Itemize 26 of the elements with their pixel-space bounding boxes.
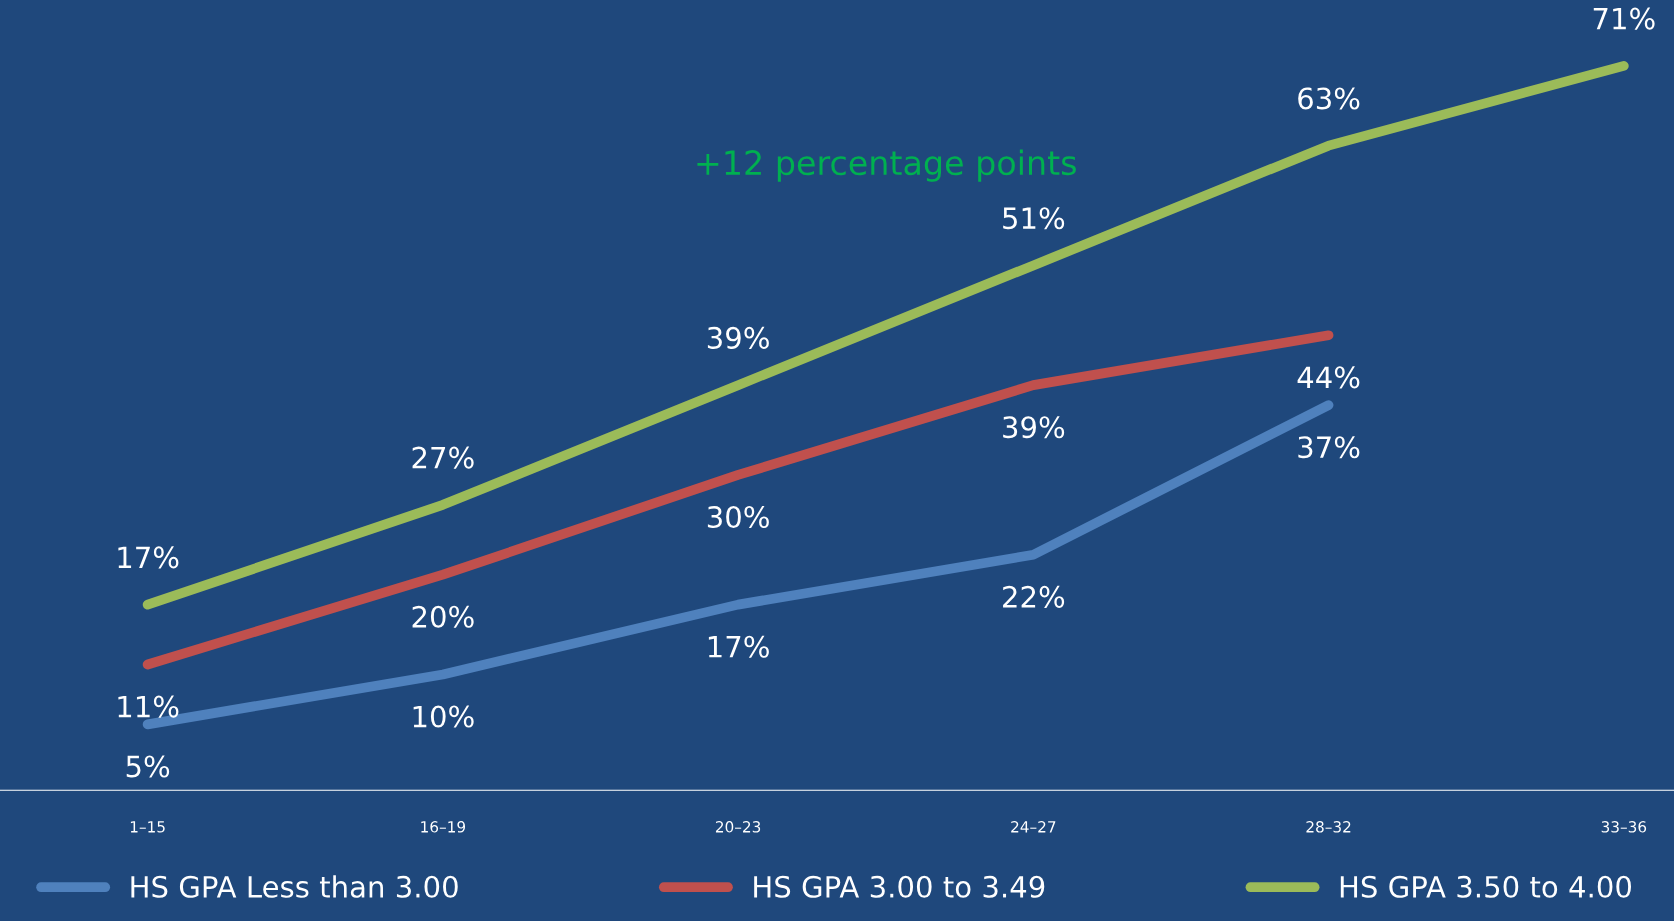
x-tick-label: 33–36	[1601, 821, 1647, 833]
data-label: 51%	[1003, 207, 1065, 230]
data-label: 17%	[708, 635, 769, 658]
data-label: 20%	[412, 605, 474, 628]
legend-label: HS GPA Less than 3.00	[131, 875, 458, 898]
data-label: 27%	[412, 446, 474, 469]
annotation: +12 percentage points	[697, 149, 1076, 182]
data-label: 30%	[707, 506, 769, 529]
data-label: 5%	[126, 755, 170, 778]
data-label: 11%	[118, 695, 179, 718]
legend-label: HS GPA 3.00 to 3.49	[754, 875, 1045, 898]
legend-label: HS GPA 3.50 to 4.00	[1340, 875, 1632, 898]
x-tick-label: 28–32	[1306, 821, 1351, 833]
data-label: 37%	[1298, 436, 1360, 459]
data-label: 39%	[707, 326, 769, 349]
data-label: 10%	[413, 705, 474, 728]
data-label: 71%	[1593, 7, 1655, 30]
x-tick-label: 20–23	[715, 821, 761, 833]
x-tick-label: 16–19	[421, 821, 466, 833]
x-tick-label: 24–27	[1011, 821, 1056, 833]
data-label: 44%	[1297, 366, 1360, 389]
data-label: 63%	[1298, 87, 1360, 110]
data-label: 22%	[1003, 585, 1065, 608]
x-tick-label: 1–15	[130, 821, 165, 833]
data-label: 39%	[1003, 416, 1065, 439]
data-label: 17%	[118, 546, 179, 569]
